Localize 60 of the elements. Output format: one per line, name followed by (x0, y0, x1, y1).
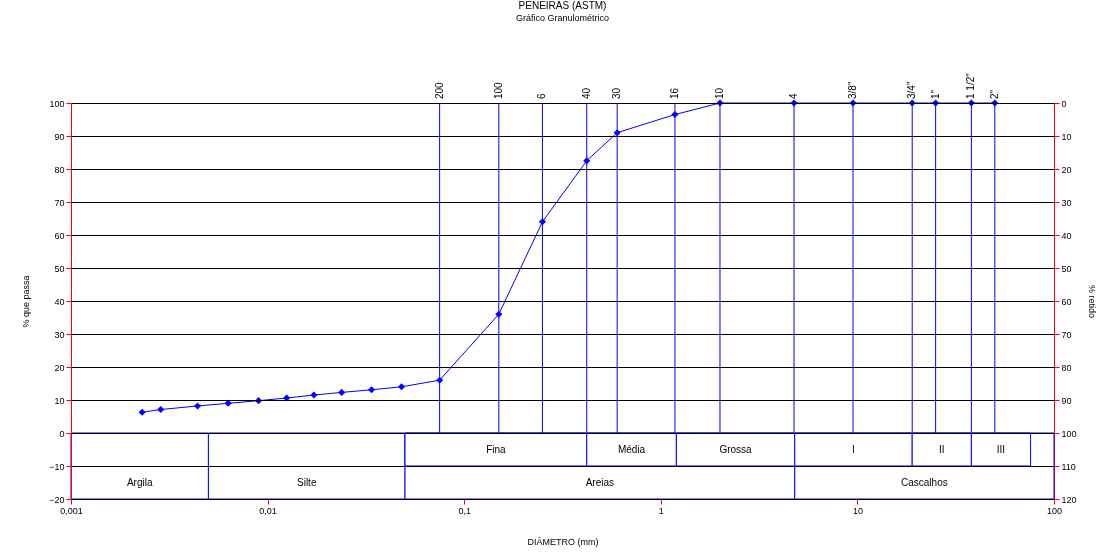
y2-tick-label: 40 (1061, 230, 1072, 241)
annotation: 200 (433, 81, 445, 99)
band-label: III (996, 443, 1006, 455)
annotation: 1" (929, 89, 941, 99)
y2-tick-label: 0 (1061, 98, 1067, 109)
band-label: Silte (296, 476, 317, 488)
band-label: I (852, 443, 855, 455)
x-tick-label: 10 (852, 505, 863, 516)
y-tick-label: 40 (54, 296, 65, 307)
annotation: 3/8" (847, 81, 859, 99)
annotation: 40 (580, 87, 592, 99)
y-tick-label: 20 (54, 362, 65, 373)
annotation: 16 (668, 87, 680, 99)
x-tick-label: 1 (658, 505, 664, 516)
band-label: Areias (585, 476, 615, 488)
chart-title: PENEIRAS (ASTM) (518, 0, 607, 12)
y2-tick-label: 50 (1061, 263, 1072, 274)
y2-tick-label: 30 (1061, 197, 1072, 208)
y-tick-label: 0 (59, 428, 65, 439)
band-label: Fina (486, 443, 507, 455)
y-tick-label: 60 (54, 230, 65, 241)
y-tick-label: 10 (54, 395, 65, 406)
y-tick-label: 90 (54, 131, 65, 142)
y-tick-label: 50 (54, 263, 65, 274)
annotation: 30 (611, 87, 623, 99)
y2-tick-label: 80 (1061, 362, 1072, 373)
chart-subtitle: Gráfico Granulométrico (515, 13, 610, 24)
y2-tick-label: 70 (1061, 329, 1072, 340)
band-label: Média (617, 443, 646, 455)
band-label: Cascalhos (901, 476, 948, 488)
band-label: II (939, 443, 945, 455)
y2-axis-title: % retido (1086, 284, 1097, 319)
y2-tick-label: 90 (1061, 395, 1072, 406)
annotation: 4 (788, 93, 800, 99)
y-tick-label: 100 (49, 98, 65, 109)
annotation: 6 (536, 93, 548, 99)
y2-tick-label: 60 (1061, 296, 1072, 307)
band-label: Grossa (719, 443, 753, 455)
y-tick-label: 30 (54, 329, 65, 340)
y2-tick-label: 20 (1061, 164, 1072, 175)
y2-tick-label: 120 (1061, 494, 1077, 505)
y-tick-label: 80 (54, 164, 65, 175)
annotation: 1 1/2" (965, 72, 977, 99)
y-tick-label: −10 (49, 461, 65, 472)
y2-tick-label: 110 (1061, 461, 1076, 472)
y-axis-title: % que passa (21, 275, 32, 328)
y2-tick-label: 10 (1061, 131, 1072, 142)
x-tick-label: 0,001 (60, 505, 83, 516)
y-tick-label: 70 (54, 197, 65, 208)
annotation: 10 (713, 87, 725, 99)
annotation: 2" (988, 89, 1000, 99)
x-tick-label: 0,1 (458, 505, 471, 516)
annotation: 3/4" (906, 81, 918, 99)
annotation: 100 (492, 81, 504, 99)
x-axis-title: DIÂMETRO (mm) (527, 536, 599, 547)
y-tick-label: −20 (49, 494, 65, 505)
band-label: Argila (126, 476, 153, 488)
y2-tick-label: 100 (1061, 428, 1077, 439)
x-tick-label: 100 (1046, 505, 1063, 516)
x-tick-label: 0,01 (259, 505, 277, 516)
